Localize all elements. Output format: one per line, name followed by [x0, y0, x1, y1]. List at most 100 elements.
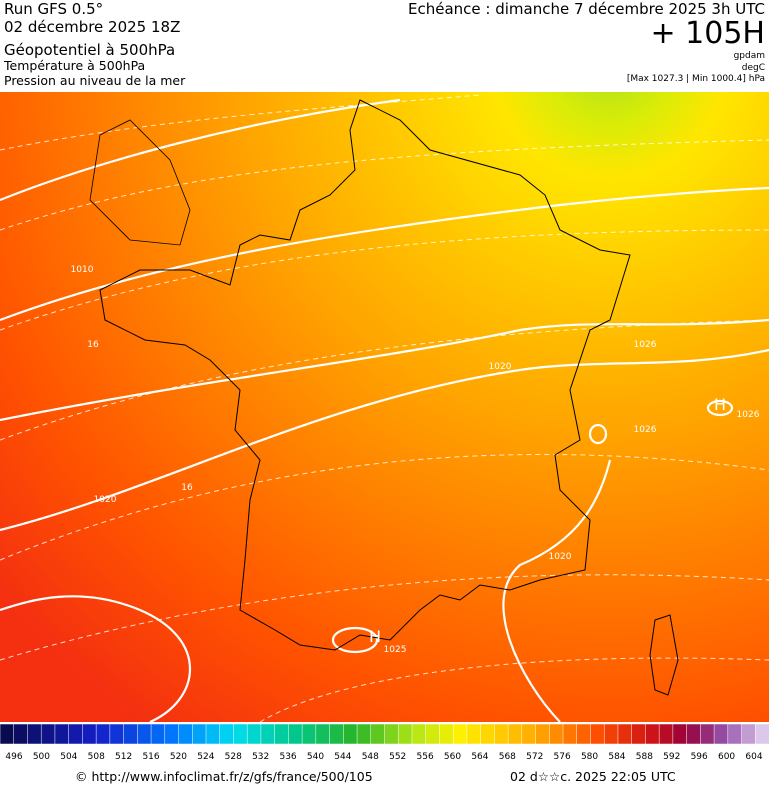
- color-swatch: [288, 723, 303, 745]
- color-swatch: [755, 723, 769, 745]
- source-url: © http://www.infoclimat.fr/z/gfs/france/…: [75, 769, 373, 784]
- color-swatch: [480, 723, 496, 745]
- color-swatch: [713, 723, 729, 745]
- contour-label: 1020: [549, 552, 572, 562]
- unit: gpdam: [734, 51, 765, 61]
- color-swatch: [246, 723, 262, 745]
- color-swatch: [425, 723, 441, 745]
- contour-label: H: [714, 395, 726, 414]
- colorbar-label: 516: [142, 752, 159, 762]
- contour-label: 1026: [737, 410, 760, 420]
- contour-label: 1020: [94, 495, 117, 505]
- color-swatch: [507, 723, 523, 745]
- range: [Max 1027.3 | Min 1000.4] hPa: [627, 74, 765, 84]
- field: Géopotentiel à 500hPa: [4, 41, 175, 59]
- colorbar-label: 520: [170, 752, 187, 762]
- color-swatch: [54, 723, 70, 745]
- color-swatch: [700, 723, 715, 745]
- contour-label: H: [369, 627, 381, 646]
- colorbar-label: 580: [581, 752, 598, 762]
- colorbar-label: 540: [307, 752, 324, 762]
- color-swatch: [384, 723, 399, 745]
- color-swatch: [150, 723, 166, 745]
- colorbar-label: 532: [252, 752, 269, 762]
- valid-time: Echéance : dimanche 7 décembre 2025 3h U…: [408, 0, 765, 18]
- color-swatch: [109, 723, 125, 745]
- contour-label: 16: [181, 483, 193, 493]
- colorbar-label: 588: [636, 752, 653, 762]
- color-swatch: [590, 723, 605, 745]
- color-swatch: [315, 723, 331, 745]
- colorbar-label: 600: [718, 752, 735, 762]
- colorbar-label: 496: [5, 752, 22, 762]
- colorbar-label: 544: [334, 752, 351, 762]
- color-swatch: [219, 723, 235, 745]
- color-swatch: [205, 723, 221, 745]
- colorbar-label: 552: [389, 752, 406, 762]
- color-swatch: [741, 723, 757, 745]
- color-swatch: [645, 723, 660, 745]
- color-swatch: [494, 723, 509, 745]
- run: Run GFS 0.5°: [4, 0, 103, 18]
- color-swatch: [466, 723, 482, 745]
- color-swatch: [603, 723, 619, 745]
- color-swatch: [411, 723, 427, 745]
- contour-label: 16: [87, 340, 99, 350]
- color-swatch: [233, 723, 248, 745]
- england: [89, 119, 191, 246]
- color-swatch: [397, 723, 413, 745]
- color-swatch: [137, 723, 152, 745]
- color-swatch: [13, 723, 29, 745]
- color-swatch: [343, 723, 358, 745]
- color-swatch: [576, 723, 592, 745]
- colorbar-label: 592: [663, 752, 680, 762]
- colorbar-label: 504: [60, 752, 77, 762]
- colorbar-label: 560: [444, 752, 461, 762]
- colorbar-label: 548: [362, 752, 379, 762]
- color-swatch: [164, 723, 180, 745]
- color-swatch: [672, 723, 688, 745]
- contour-label: 1025: [384, 645, 407, 655]
- color-swatch: [260, 723, 276, 745]
- colorbar-label: 556: [417, 752, 434, 762]
- lead-time: + 105H: [651, 16, 766, 51]
- colorbar-label: 512: [115, 752, 132, 762]
- color-swatch: [727, 723, 743, 745]
- color-swatch: [123, 723, 139, 745]
- color-swatch: [192, 723, 207, 745]
- colorbar-label: 572: [526, 752, 543, 762]
- contour-label: 1020: [489, 362, 512, 372]
- colorbar-label: 536: [279, 752, 296, 762]
- contour-label: 1026: [634, 340, 657, 350]
- corsica: [649, 614, 679, 696]
- colorbar-label: 524: [197, 752, 214, 762]
- color-swatch: [549, 723, 564, 745]
- color-swatch: [329, 723, 345, 745]
- color-swatch: [68, 723, 84, 745]
- colorbar-label: 604: [745, 752, 762, 762]
- color-swatch: [82, 723, 97, 745]
- colorbar-label: 500: [33, 752, 50, 762]
- colorbar-label: 508: [88, 752, 105, 762]
- map: 1010 1020 1020 1020 1025 1026 1026 1026 16 16 H H: [0, 92, 769, 724]
- color-swatch: [178, 723, 193, 745]
- unit: degC: [742, 63, 765, 73]
- contour-label: 1026: [634, 425, 657, 435]
- color-swatch: [27, 723, 42, 745]
- field: Température à 500hPa: [3, 58, 145, 73]
- isotherms: [0, 94, 769, 723]
- color-swatch: [274, 723, 290, 745]
- field: Pression au niveau de la mer: [4, 73, 186, 88]
- colorbar: 496 500 504 508 512 516 520 524 528 532 536 540 544 5…: [0, 723, 769, 762]
- contour-label: 1010: [71, 265, 94, 275]
- colorbar-label: 568: [499, 752, 516, 762]
- color-swatch: [452, 723, 468, 745]
- color-swatch: [370, 723, 386, 745]
- color-swatch: [521, 723, 537, 745]
- colorbar-label: 564: [471, 752, 488, 762]
- isobars: [0, 98, 769, 724]
- colorbar-label: 576: [554, 752, 571, 762]
- color-swatch: [301, 723, 317, 745]
- color-swatch: [658, 723, 674, 745]
